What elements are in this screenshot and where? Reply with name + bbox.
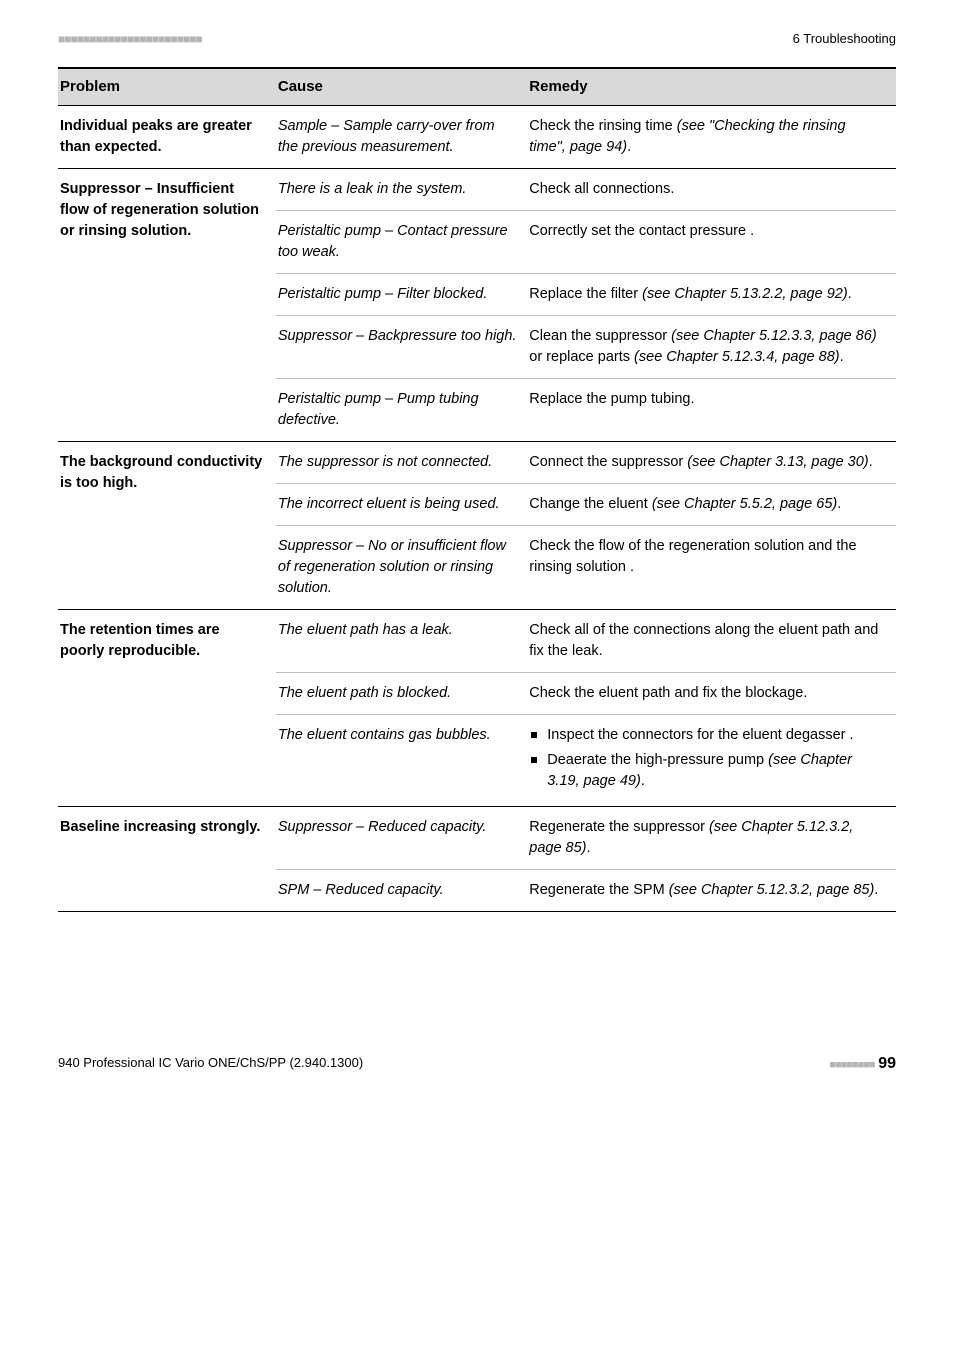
col-remedy: Remedy bbox=[527, 68, 896, 105]
remedy-text: . bbox=[627, 139, 631, 155]
remedy-text: . bbox=[874, 882, 878, 898]
problem-cell: Baseline increasing strongly. bbox=[58, 806, 276, 911]
remedy-cell: Correctly set the contact pressure . bbox=[527, 210, 896, 273]
remedy-ref: (see Chapter 5.12.3.4, page 88) bbox=[634, 349, 840, 365]
cause-cell: Sample – Sample carry-over from the prev… bbox=[276, 105, 527, 168]
remedy-text: Clean the suppressor bbox=[529, 328, 671, 344]
remedy-cell: Regenerate the suppressor (see Chapter 5… bbox=[527, 806, 896, 869]
remedy-text: . bbox=[641, 773, 645, 789]
remedy-text: Change the eluent bbox=[529, 496, 652, 512]
page-number: 99 bbox=[878, 1055, 896, 1072]
remedy-text: Replace the filter bbox=[529, 286, 642, 302]
remedy-text: Deaerate the high-pressure pump bbox=[547, 752, 768, 768]
cause-cell: Peristaltic pump – Pump tubing defective… bbox=[276, 378, 527, 441]
remedy-ref: (see Chapter 3.13, page 30) bbox=[687, 454, 868, 470]
remedy-ref: (see Chapter 5.5.2, page 65) bbox=[652, 496, 837, 512]
col-problem: Problem bbox=[58, 68, 276, 105]
remedy-cell: Clean the suppressor (see Chapter 5.12.3… bbox=[527, 315, 896, 378]
footer-dashes: ■■■■■■■■ bbox=[829, 1059, 874, 1071]
footer-left: 940 Professional IC Vario ONE/ChS/PP (2.… bbox=[58, 1054, 363, 1073]
footer-right: ■■■■■■■■ 99 bbox=[829, 1052, 896, 1075]
page-footer: 940 Professional IC Vario ONE/ChS/PP (2.… bbox=[58, 1052, 896, 1075]
table-row: Suppressor – Insufficient flow of regene… bbox=[58, 168, 896, 210]
remedy-ref: (see Chapter 5.12.3.3, page 86) bbox=[671, 328, 877, 344]
remedy-cell: Change the eluent (see Chapter 5.5.2, pa… bbox=[527, 483, 896, 525]
cause-cell: Peristaltic pump – Contact pressure too … bbox=[276, 210, 527, 273]
list-item: Deaerate the high-pressure pump (see Cha… bbox=[529, 750, 886, 792]
list-item: Inspect the connectors for the eluent de… bbox=[529, 725, 886, 746]
problem-cell: The retention times are poorly reproduci… bbox=[58, 609, 276, 806]
remedy-text: Connect the suppressor bbox=[529, 454, 687, 470]
remedy-cell: Inspect the connectors for the eluent de… bbox=[527, 714, 896, 806]
remedy-text: . bbox=[848, 286, 852, 302]
cause-cell: Peristaltic pump – Filter blocked. bbox=[276, 273, 527, 315]
cause-cell: The suppressor is not connected. bbox=[276, 441, 527, 483]
remedy-cell: Check the eluent path and fix the blocka… bbox=[527, 672, 896, 714]
cause-cell: There is a leak in the system. bbox=[276, 168, 527, 210]
table-row: The background conductivity is too high.… bbox=[58, 441, 896, 483]
cause-cell: Suppressor – No or insufficient flow of … bbox=[276, 525, 527, 609]
remedy-cell: Replace the pump tubing. bbox=[527, 378, 896, 441]
remedy-cell: Check all of the connections along the e… bbox=[527, 609, 896, 672]
cause-cell: SPM – Reduced capacity. bbox=[276, 869, 527, 911]
remedy-text: . bbox=[587, 840, 591, 856]
table-row: Individual peaks are greater than expect… bbox=[58, 105, 896, 168]
remedy-text: Regenerate the SPM bbox=[529, 882, 668, 898]
remedy-text: . bbox=[869, 454, 873, 470]
page-header: ■■■■■■■■■■■■■■■■■■■■■■■ 6 Troubleshootin… bbox=[58, 30, 896, 49]
cause-cell: The incorrect eluent is being used. bbox=[276, 483, 527, 525]
cause-cell: Suppressor – Reduced capacity. bbox=[276, 806, 527, 869]
remedy-cell: Check the rinsing time (see "Checking th… bbox=[527, 105, 896, 168]
header-dashes: ■■■■■■■■■■■■■■■■■■■■■■■ bbox=[58, 31, 202, 48]
remedy-text: Regenerate the suppressor bbox=[529, 819, 709, 835]
remedy-text: or replace parts bbox=[529, 349, 634, 365]
problem-cell: Individual peaks are greater than expect… bbox=[58, 105, 276, 168]
remedy-ref: (see Chapter 5.13.2.2, page 92) bbox=[642, 286, 848, 302]
table-row: Baseline increasing strongly. Suppressor… bbox=[58, 806, 896, 869]
remedy-text: Check the rinsing time bbox=[529, 118, 676, 134]
cause-cell: The eluent contains gas bubbles. bbox=[276, 714, 527, 806]
remedy-cell: Replace the filter (see Chapter 5.13.2.2… bbox=[527, 273, 896, 315]
cause-cell: The eluent path is blocked. bbox=[276, 672, 527, 714]
section-title: 6 Troubleshooting bbox=[793, 30, 896, 49]
remedy-ref: (see Chapter 5.12.3.2, page 85) bbox=[669, 882, 875, 898]
remedy-cell: Check the flow of the regeneration solut… bbox=[527, 525, 896, 609]
cause-cell: Suppressor – Backpressure too high. bbox=[276, 315, 527, 378]
remedy-cell: Check all connections. bbox=[527, 168, 896, 210]
remedy-cell: Regenerate the SPM (see Chapter 5.12.3.2… bbox=[527, 869, 896, 911]
col-cause: Cause bbox=[276, 68, 527, 105]
remedy-list: Inspect the connectors for the eluent de… bbox=[529, 725, 886, 792]
troubleshooting-table: Problem Cause Remedy Individual peaks ar… bbox=[58, 67, 896, 912]
remedy-text: . bbox=[837, 496, 841, 512]
cause-cell: The eluent path has a leak. bbox=[276, 609, 527, 672]
table-row: The retention times are poorly reproduci… bbox=[58, 609, 896, 672]
problem-cell: Suppressor – Insufficient flow of regene… bbox=[58, 168, 276, 441]
remedy-text: . bbox=[840, 349, 844, 365]
table-header-row: Problem Cause Remedy bbox=[58, 68, 896, 105]
remedy-cell: Connect the suppressor (see Chapter 3.13… bbox=[527, 441, 896, 483]
problem-cell: The background conductivity is too high. bbox=[58, 441, 276, 609]
